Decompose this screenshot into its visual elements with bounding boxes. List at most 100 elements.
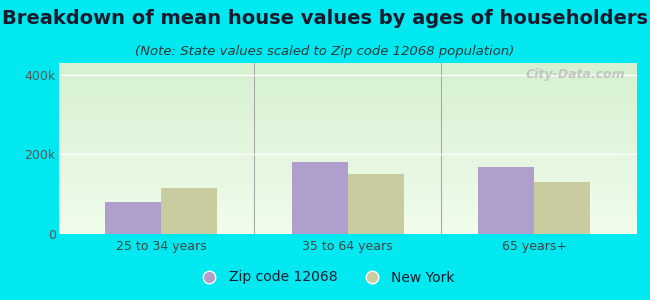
Bar (58, 84, 637, 86)
Bar (58, 76, 637, 77)
Bar (58, 200, 637, 201)
Bar (58, 129, 637, 130)
Bar (58, 92, 637, 93)
Bar (58, 210, 637, 211)
Bar (58, 207, 637, 208)
Bar (58, 152, 637, 153)
Legend: Zip code 12068, New York: Zip code 12068, New York (190, 265, 460, 290)
Bar (58, 184, 637, 185)
Bar (105, 202, 161, 234)
Bar (58, 204, 637, 206)
Bar (58, 110, 637, 112)
Bar (58, 183, 637, 184)
Bar (58, 146, 637, 147)
Bar (58, 73, 637, 74)
Bar (58, 228, 637, 230)
Bar (58, 231, 637, 232)
Bar (58, 140, 637, 141)
Bar (58, 107, 637, 109)
Bar (58, 197, 637, 198)
Bar (58, 120, 637, 122)
Bar (58, 163, 637, 164)
Bar (58, 161, 637, 163)
Bar (58, 80, 637, 82)
Bar (58, 63, 637, 64)
Bar (58, 123, 637, 124)
Bar (58, 116, 637, 117)
Bar (58, 64, 637, 66)
Bar (58, 93, 637, 94)
Bar (58, 178, 637, 180)
Bar (58, 191, 637, 193)
Bar (58, 139, 637, 140)
Bar (58, 170, 637, 171)
Bar (58, 226, 637, 227)
Bar (534, 182, 590, 234)
Bar (58, 224, 637, 226)
Bar (58, 148, 637, 150)
Bar (58, 77, 637, 79)
Bar (58, 72, 637, 73)
Text: City-Data.com: City-Data.com (526, 68, 625, 81)
Bar (58, 221, 637, 223)
Bar (58, 89, 637, 90)
Bar (58, 114, 637, 116)
Bar (478, 167, 534, 234)
Bar (58, 164, 637, 166)
Bar (58, 156, 637, 157)
Bar (58, 230, 637, 231)
Bar (58, 99, 637, 100)
Bar (58, 220, 637, 221)
Bar (58, 103, 637, 104)
Bar (58, 101, 637, 103)
Bar (161, 188, 217, 234)
Bar (58, 167, 637, 169)
Bar (58, 198, 637, 200)
Bar (58, 79, 637, 80)
Bar (58, 118, 637, 120)
Bar (58, 154, 637, 156)
Bar (58, 180, 637, 181)
Bar (58, 104, 637, 106)
Bar (58, 211, 637, 213)
Bar (58, 171, 637, 173)
Bar (58, 193, 637, 194)
Bar (58, 100, 637, 101)
Bar (58, 82, 637, 83)
Bar (58, 160, 637, 161)
Bar (58, 185, 637, 187)
Bar (58, 96, 637, 97)
Bar (58, 122, 637, 123)
Bar (58, 150, 637, 152)
Bar (58, 176, 637, 177)
Bar (58, 144, 637, 146)
Bar (58, 124, 637, 126)
Bar (58, 137, 637, 139)
Bar (58, 232, 637, 234)
Bar (58, 188, 637, 190)
Bar (58, 227, 637, 228)
Bar (292, 162, 348, 234)
Bar (58, 67, 637, 69)
Bar (58, 109, 637, 110)
Bar (58, 218, 637, 220)
Bar (58, 86, 637, 87)
Bar (58, 181, 637, 183)
Bar (58, 126, 637, 127)
Bar (58, 143, 637, 144)
Bar (348, 174, 404, 234)
Bar (58, 133, 637, 134)
Text: Breakdown of mean house values by ages of householders: Breakdown of mean house values by ages o… (2, 9, 648, 28)
Bar (58, 127, 637, 128)
Bar (58, 113, 637, 114)
Bar (58, 203, 637, 204)
Bar (58, 214, 637, 215)
Bar (58, 174, 637, 176)
Bar (58, 90, 637, 92)
Bar (58, 153, 637, 154)
Bar (58, 158, 637, 160)
Bar (58, 112, 637, 113)
Bar (58, 169, 637, 170)
Bar (58, 215, 637, 217)
Bar (58, 106, 637, 107)
